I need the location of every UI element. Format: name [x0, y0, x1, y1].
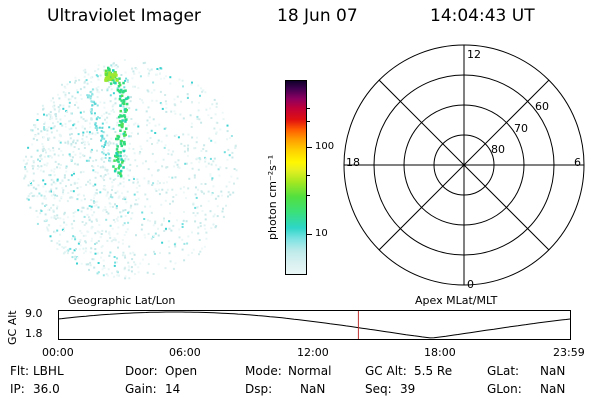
uv-image [22, 59, 239, 280]
colorbar-minor-tick [307, 195, 310, 196]
dsp-value: NaN [300, 382, 326, 396]
instrument-title: Ultraviolet Imager [47, 6, 201, 26]
gc-alt-label: GC Alt: [365, 364, 407, 378]
mode-value: Normal [288, 364, 332, 378]
lat-label-80: 80 [491, 143, 505, 156]
colorbar-unit-label: photon cm⁻²s⁻¹ [266, 154, 279, 240]
gain-label: Gain: [125, 382, 157, 396]
mlt-label-18: 18 [346, 156, 360, 169]
lat-label-60: 60 [535, 100, 549, 113]
seq-label: Seq: [365, 382, 392, 396]
time-label-0000: 00:00 [42, 346, 74, 359]
colorbar-tick-100 [307, 147, 312, 148]
geographic-title: Geographic Lat/Lon [68, 294, 176, 307]
mlt-label-6: 6 [574, 156, 581, 169]
glon-value: NaN [540, 382, 566, 396]
polar-grid: 12 0 18 6 60 70 80 [343, 44, 585, 290]
gc-alt-value: 5.5 Re [414, 364, 453, 378]
mlt-label-12: 12 [467, 48, 481, 61]
time-label: 14:04:43 UT [430, 6, 535, 26]
filter-label: Flt: [10, 364, 29, 378]
altitude-plot-frame [58, 310, 571, 340]
altitude-curve [58, 311, 571, 339]
colorbar-minor-tick [307, 121, 310, 122]
time-label-0600: 06:00 [169, 346, 201, 359]
lat-label-70: 70 [514, 122, 528, 135]
ip-value: 36.0 [33, 382, 60, 396]
mode-label: Mode: [245, 364, 282, 378]
time-label-1800: 18:00 [424, 346, 456, 359]
colorbar-minor-tick [307, 175, 310, 176]
colorbar-tick-10 [307, 234, 312, 235]
glat-label: GLat: [487, 364, 520, 378]
time-label-1200: 12:00 [297, 346, 329, 359]
ip-label: IP: [10, 382, 25, 396]
apex-title: Apex MLat/MLT [415, 294, 498, 307]
gc-alt-min-label: 1.8 [25, 327, 43, 340]
colorbar-minor-tick [307, 108, 310, 109]
time-label-2359: 23:59 [553, 346, 585, 359]
door-label: Door: [125, 364, 158, 378]
glon-label: GLon: [487, 382, 522, 396]
filter-value: LBHL [33, 364, 64, 378]
altitude-plot [58, 310, 571, 340]
gain-value: 14 [165, 382, 181, 396]
glat-value: NaN [540, 364, 566, 378]
colorbar-label-100: 100 [315, 141, 335, 152]
colorbar [285, 80, 307, 275]
dsp-label: Dsp: [245, 382, 273, 396]
gc-alt-axis-label: GC Alt [6, 310, 19, 345]
seq-value: 39 [400, 382, 416, 396]
mlt-label-0: 0 [467, 278, 474, 290]
colorbar-label-10: 10 [315, 228, 328, 239]
gc-alt-max-label: 9.0 [25, 307, 43, 320]
door-value: Open [165, 364, 198, 378]
polar-diagonal [378, 79, 550, 251]
date-label: 18 Jun 07 [277, 6, 358, 26]
